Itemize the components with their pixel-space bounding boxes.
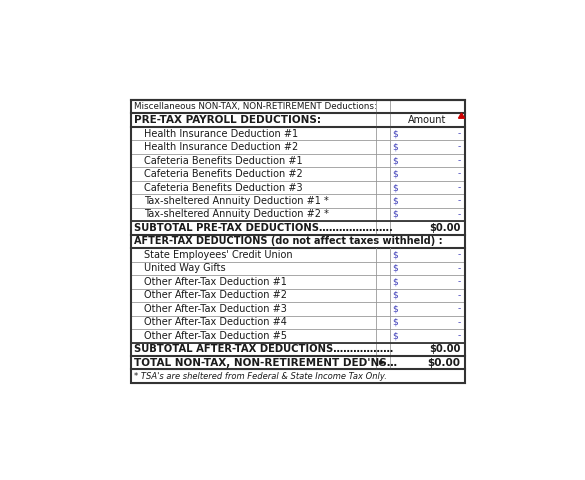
Text: ►: ► xyxy=(378,358,386,367)
Bar xyxy=(131,262,464,275)
Bar xyxy=(131,181,464,194)
Text: Amount: Amount xyxy=(408,115,446,125)
Bar xyxy=(131,356,464,370)
Bar xyxy=(131,221,464,235)
Bar xyxy=(131,275,464,288)
Text: $: $ xyxy=(393,156,398,165)
Text: $: $ xyxy=(393,318,398,327)
Bar xyxy=(131,194,464,208)
Text: Other After-Tax Deduction #3: Other After-Tax Deduction #3 xyxy=(144,304,287,314)
Bar xyxy=(131,315,464,329)
Text: Other After-Tax Deduction #5: Other After-Tax Deduction #5 xyxy=(144,331,287,341)
Text: -: - xyxy=(457,210,460,219)
Text: -: - xyxy=(457,304,460,313)
Bar xyxy=(131,221,464,235)
Text: $: $ xyxy=(393,331,398,340)
Text: -: - xyxy=(457,264,460,273)
Bar xyxy=(131,302,464,315)
Text: $: $ xyxy=(393,251,398,259)
Text: $: $ xyxy=(393,291,398,300)
Text: -: - xyxy=(457,251,460,259)
Text: $: $ xyxy=(393,277,398,287)
Text: $0.00: $0.00 xyxy=(429,344,460,354)
Text: -: - xyxy=(457,169,460,179)
Text: Health Insurance Deduction #2: Health Insurance Deduction #2 xyxy=(144,142,298,152)
Text: Cafeteria Benefits Deduction #2: Cafeteria Benefits Deduction #2 xyxy=(144,169,302,179)
Text: $: $ xyxy=(393,196,398,205)
Bar xyxy=(131,343,464,356)
Bar xyxy=(131,343,464,356)
Text: $: $ xyxy=(393,143,398,152)
Bar xyxy=(131,113,464,127)
Text: -: - xyxy=(457,291,460,300)
Bar xyxy=(131,356,464,370)
Bar xyxy=(131,113,464,127)
Text: $: $ xyxy=(393,183,398,192)
Text: $: $ xyxy=(393,210,398,219)
Bar xyxy=(131,154,464,168)
Text: $: $ xyxy=(393,129,398,138)
Text: -: - xyxy=(457,331,460,340)
Bar xyxy=(131,288,464,302)
Bar xyxy=(131,140,464,154)
Text: -: - xyxy=(457,129,460,138)
Text: Other After-Tax Deduction #2: Other After-Tax Deduction #2 xyxy=(144,290,287,300)
Bar xyxy=(131,248,464,262)
Text: $0.00: $0.00 xyxy=(428,358,460,368)
Text: SUBTOTAL AFTER-TAX DEDUCTIONS………………: SUBTOTAL AFTER-TAX DEDUCTIONS……………… xyxy=(135,344,394,354)
Text: -: - xyxy=(457,196,460,205)
Text: -: - xyxy=(457,318,460,327)
Text: TOTAL NON-TAX, NON-RETIREMENT DED'NS…: TOTAL NON-TAX, NON-RETIREMENT DED'NS… xyxy=(135,358,397,368)
Text: -: - xyxy=(457,277,460,287)
Text: Miscellaneous NON-TAX, NON-RETIREMENT Deductions:: Miscellaneous NON-TAX, NON-RETIREMENT De… xyxy=(135,102,377,111)
Text: United Way Gifts: United Way Gifts xyxy=(144,264,225,274)
Text: * TSA's are sheltered from Federal & State Income Tax Only.: * TSA's are sheltered from Federal & Sta… xyxy=(133,372,387,381)
Bar xyxy=(131,329,464,343)
Text: Cafeteria Benefits Deduction #3: Cafeteria Benefits Deduction #3 xyxy=(144,182,302,192)
Text: PRE-TAX PAYROLL DEDUCTIONS:: PRE-TAX PAYROLL DEDUCTIONS: xyxy=(135,115,321,125)
Text: State Employees' Credit Union: State Employees' Credit Union xyxy=(144,250,292,260)
Bar xyxy=(131,370,464,383)
Text: SUBTOTAL PRE-TAX DEDUCTIONS………………….: SUBTOTAL PRE-TAX DEDUCTIONS…………………. xyxy=(135,223,393,233)
Bar xyxy=(131,100,464,383)
Text: Health Insurance Deduction #1: Health Insurance Deduction #1 xyxy=(144,129,298,139)
Text: Cafeteria Benefits Deduction #1: Cafeteria Benefits Deduction #1 xyxy=(144,156,302,166)
Text: -: - xyxy=(457,156,460,165)
Text: $: $ xyxy=(393,169,398,179)
Bar xyxy=(131,100,464,113)
Text: Other After-Tax Deduction #1: Other After-Tax Deduction #1 xyxy=(144,277,287,287)
Text: Tax-sheltered Annuity Deduction #2 *: Tax-sheltered Annuity Deduction #2 * xyxy=(144,209,329,219)
Text: Other After-Tax Deduction #4: Other After-Tax Deduction #4 xyxy=(144,317,287,327)
Text: -: - xyxy=(457,183,460,192)
Text: Tax-sheltered Annuity Deduction #1 *: Tax-sheltered Annuity Deduction #1 * xyxy=(144,196,328,206)
Bar xyxy=(131,127,464,140)
Text: -: - xyxy=(457,143,460,152)
Bar xyxy=(131,208,464,221)
Text: $: $ xyxy=(393,264,398,273)
Bar xyxy=(131,168,464,181)
Text: AFTER-TAX DEDUCTIONS (do not affect taxes withheld) :: AFTER-TAX DEDUCTIONS (do not affect taxe… xyxy=(135,237,443,246)
Text: $: $ xyxy=(393,304,398,313)
Bar xyxy=(131,235,464,248)
Text: $0.00: $0.00 xyxy=(429,223,460,233)
